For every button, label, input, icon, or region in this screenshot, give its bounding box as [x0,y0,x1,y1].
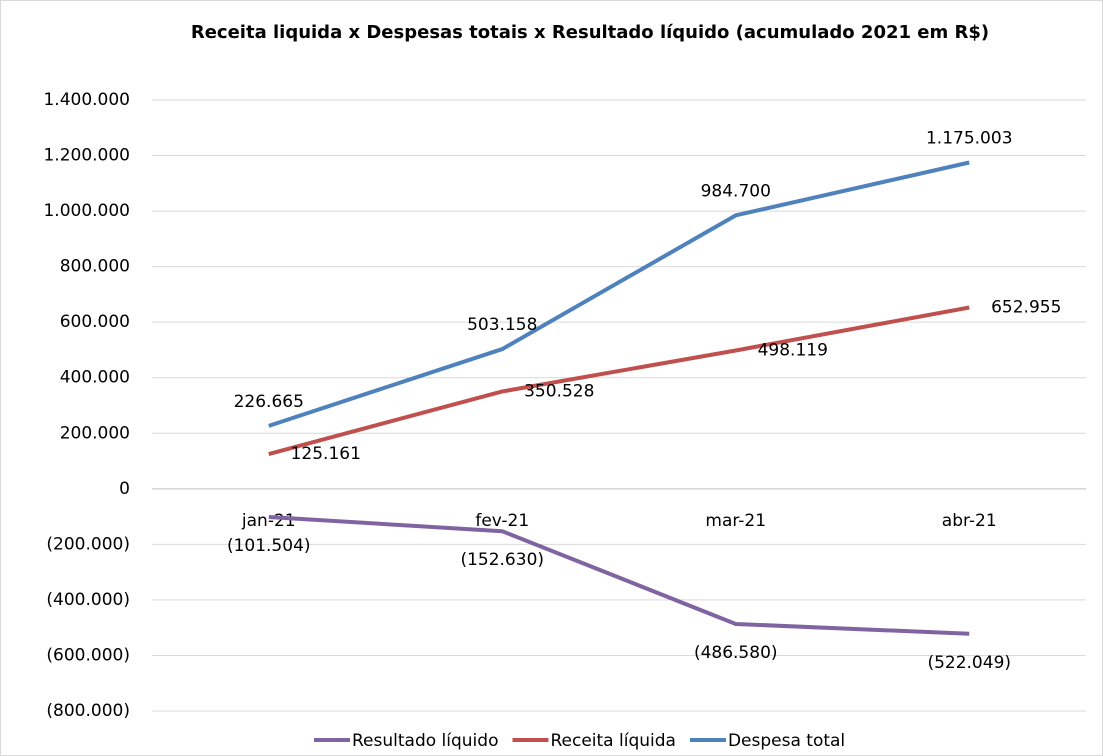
y-tick-label: 200.000 [60,423,130,443]
y-tick-label: 800.000 [60,257,130,277]
data-label: 125.161 [291,444,361,464]
data-label: (152.630) [460,550,544,570]
y-tick-label: (600.000) [46,645,130,665]
data-label: (522.049) [927,653,1011,673]
y-tick-label: 600.000 [60,312,130,332]
y-tick-label: 0 [119,479,130,499]
data-label: 1.175.003 [926,128,1013,148]
data-label: 350.528 [524,381,594,401]
line-series [268,160,970,428]
data-label: 652.955 [991,297,1061,317]
data-label: 498.119 [758,340,828,360]
x-tick-label: mar-21 [705,511,766,531]
y-tick-label: 1.400.000 [43,90,130,110]
data-label: 226.665 [234,392,304,412]
y-tick-label: (400.000) [46,590,130,610]
data-label: 984.700 [701,181,771,201]
data-label: (486.580) [694,643,778,663]
y-tick-label: (200.000) [46,534,130,554]
line-series [268,515,970,636]
y-tick-label: 400.000 [60,368,130,388]
legend-label: Receita líquida [550,731,675,751]
legend-label: Despesa total [728,731,845,751]
x-tick-label: fev-21 [475,511,529,531]
data-label: 503.158 [467,315,537,335]
y-tick-label: (800.000) [46,701,130,721]
x-tick-label: abr-21 [942,511,997,531]
chart-title: Receita liquida x Despesas totais x Resu… [191,22,989,43]
data-label: (101.504) [227,536,311,556]
y-tick-label: 1.200.000 [43,146,130,166]
x-tick-label: jan-21 [241,511,296,531]
y-tick-label: 1.000.000 [43,201,130,221]
legend-label: Resultado líquido [352,731,498,751]
line-series [268,305,970,456]
